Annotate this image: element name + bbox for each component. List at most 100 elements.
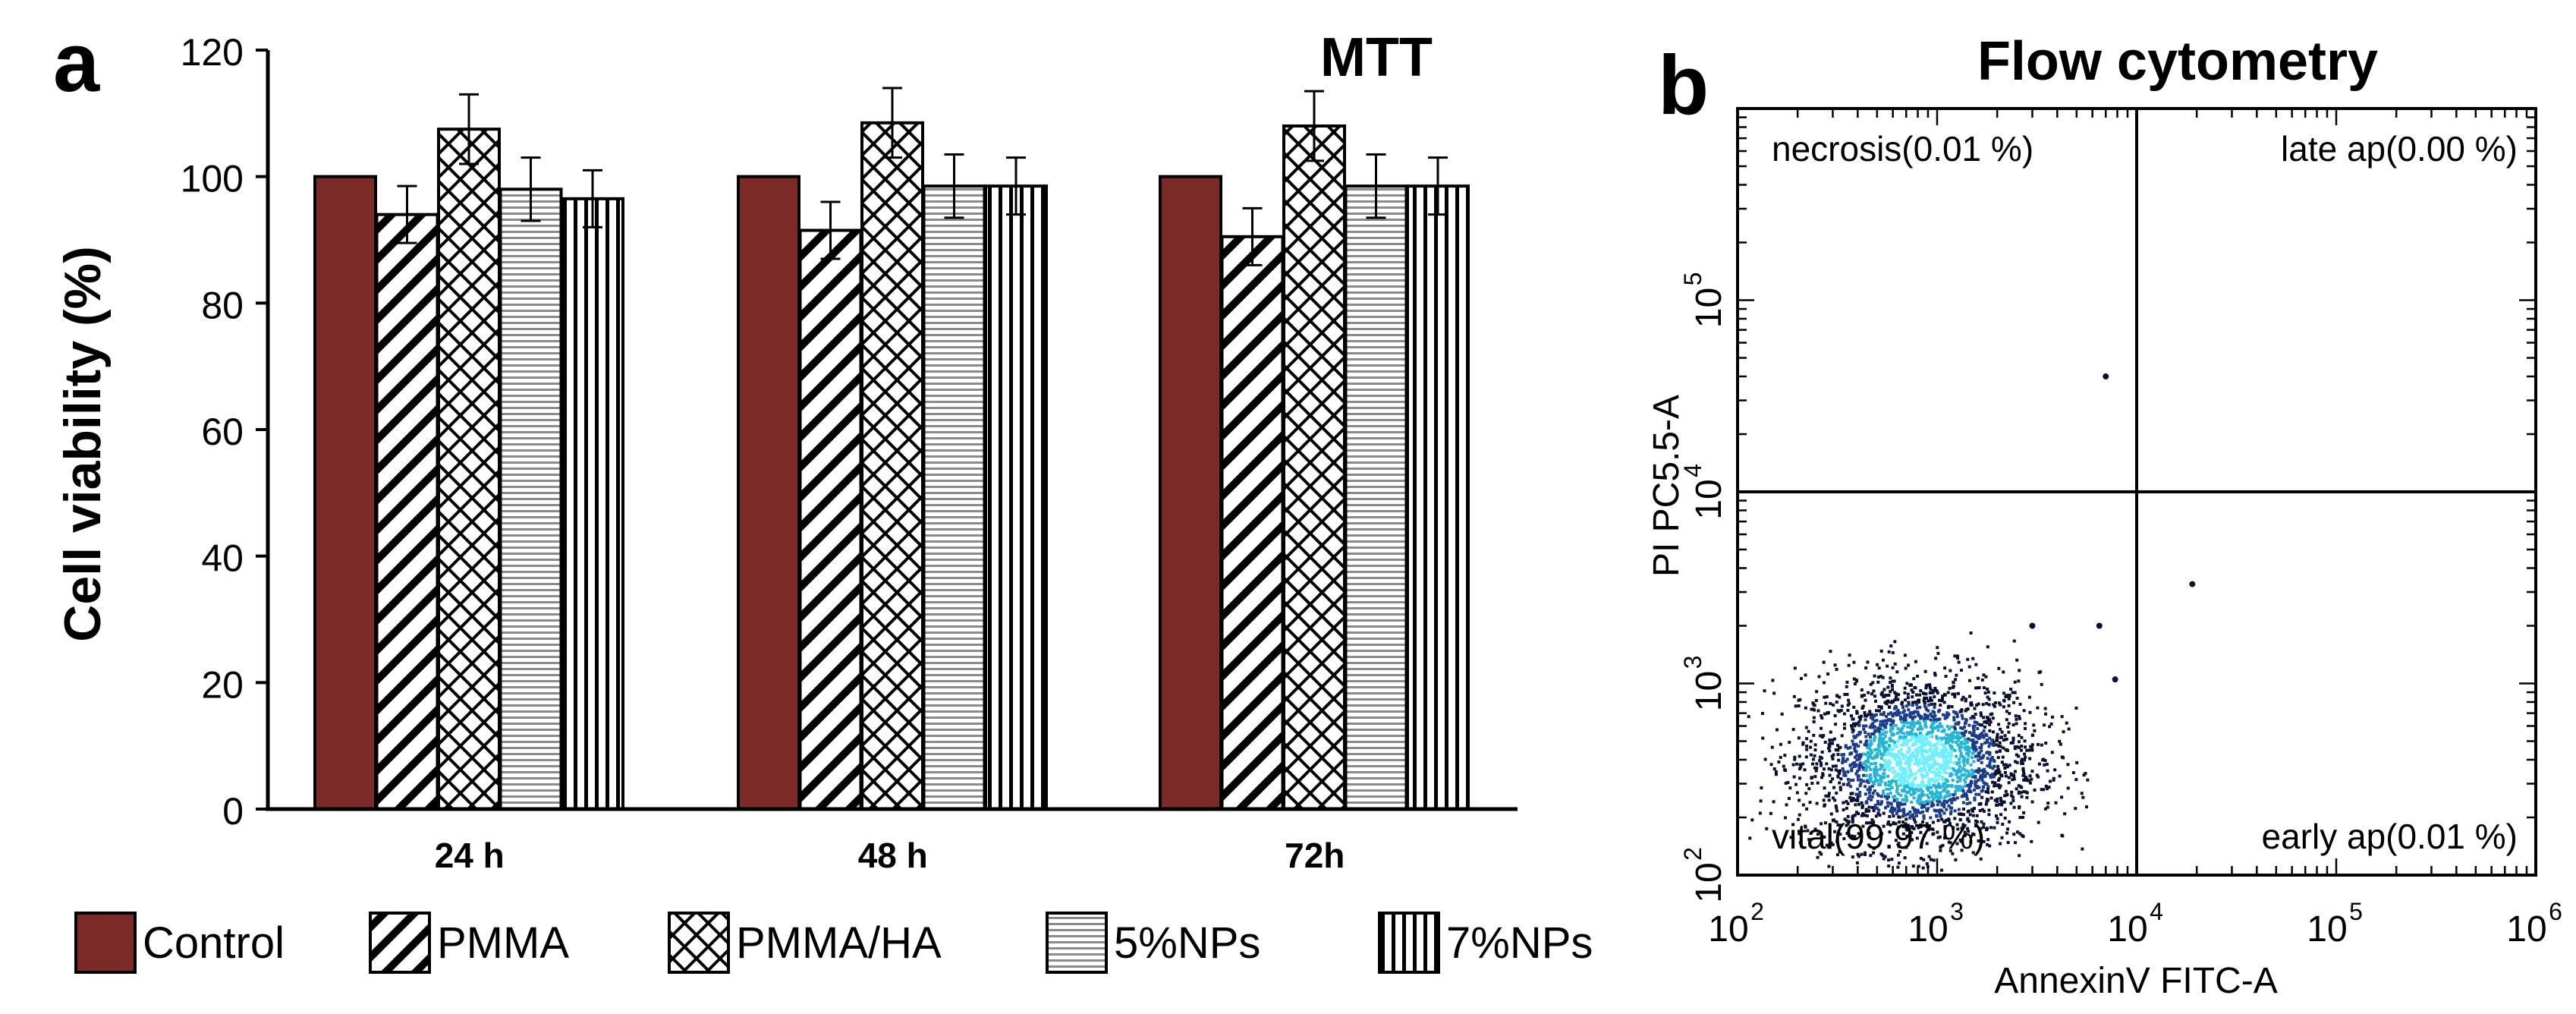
event-dot bbox=[2014, 760, 2018, 764]
event-dot bbox=[1879, 763, 1882, 767]
event-dot bbox=[1860, 688, 1864, 691]
event-dot bbox=[1935, 771, 1939, 775]
event-dot bbox=[1999, 842, 2002, 846]
event-dot bbox=[1936, 791, 1939, 795]
event-dot bbox=[1993, 701, 1997, 704]
event-dot bbox=[1925, 757, 1929, 761]
event-dot bbox=[1917, 746, 1920, 750]
event-dot bbox=[1967, 770, 1971, 774]
event-dot bbox=[1908, 748, 1911, 752]
event-dot bbox=[1977, 751, 1980, 755]
event-dot bbox=[1924, 784, 1928, 788]
event-dot bbox=[1914, 660, 1917, 663]
event-dot bbox=[1897, 693, 1901, 697]
event-dot bbox=[1920, 773, 1924, 776]
event-dot bbox=[1969, 746, 1973, 750]
event-dot bbox=[1900, 717, 1904, 721]
event-dot bbox=[1928, 766, 1932, 770]
event-dot bbox=[1843, 692, 1847, 696]
event-dot bbox=[2007, 730, 2011, 734]
event-dot bbox=[1975, 814, 1979, 817]
event-dot bbox=[1942, 729, 1946, 733]
event-dot bbox=[1842, 801, 1845, 805]
event-dot bbox=[1952, 681, 1955, 685]
event-dot bbox=[1823, 681, 1826, 685]
event-dot bbox=[2002, 801, 2006, 805]
event-dot bbox=[1959, 839, 1963, 843]
quadrant-label-early-apoptosis: early ap(0.01 %) bbox=[2262, 817, 2518, 856]
event-dot bbox=[1958, 779, 1962, 783]
event-dot bbox=[1936, 803, 1939, 807]
event-dot bbox=[1932, 858, 1936, 862]
event-dot bbox=[2015, 722, 2018, 726]
event-dot bbox=[1827, 746, 1831, 750]
event-dot bbox=[1792, 694, 1796, 698]
event-dot bbox=[1883, 795, 1887, 798]
event-dot bbox=[1854, 742, 1858, 746]
event-dot bbox=[1897, 845, 1901, 849]
event-dot bbox=[1988, 718, 1992, 722]
event-dot bbox=[1914, 761, 1918, 765]
event-dot bbox=[1933, 758, 1936, 762]
event-dot bbox=[1974, 713, 1977, 716]
event-dot bbox=[1893, 798, 1897, 802]
event-dot bbox=[1999, 703, 2002, 707]
event-dot bbox=[2054, 801, 2058, 805]
event-dot bbox=[1864, 768, 1868, 772]
event-dot bbox=[1992, 730, 1996, 734]
event-dot bbox=[1823, 821, 1827, 825]
event-dot bbox=[1987, 808, 1991, 812]
event-dot bbox=[1905, 682, 1909, 685]
event-dot bbox=[1933, 686, 1937, 690]
event-dot bbox=[1876, 794, 1880, 798]
event-dot bbox=[1982, 716, 1986, 720]
event-dot bbox=[1863, 851, 1867, 855]
event-dot bbox=[1961, 773, 1965, 777]
event-dot bbox=[1815, 766, 1819, 770]
event-dot bbox=[1940, 748, 1944, 752]
event-dot bbox=[1972, 788, 1976, 792]
event-dot bbox=[1863, 814, 1867, 817]
event-dot bbox=[1881, 753, 1885, 757]
event-dot bbox=[2020, 757, 2024, 761]
event-dot bbox=[1861, 812, 1865, 816]
event-dot bbox=[1796, 817, 1800, 821]
event-dot bbox=[1801, 741, 1805, 745]
event-dot bbox=[1977, 758, 1980, 762]
event-dot bbox=[1911, 825, 1914, 829]
event-dot bbox=[1930, 731, 1933, 735]
event-dot bbox=[1967, 754, 1971, 757]
event-dot bbox=[1909, 793, 1913, 797]
quadrant-label-late-apoptosis: late ap(0.00 %) bbox=[2281, 129, 2518, 168]
event-dot bbox=[1896, 809, 1900, 813]
event-dot bbox=[1867, 760, 1870, 764]
event-dot bbox=[1939, 725, 1943, 729]
event-dot bbox=[1972, 716, 1976, 720]
event-dot bbox=[1866, 751, 1870, 754]
event-dot bbox=[1989, 776, 1993, 779]
event-dot bbox=[2018, 816, 2022, 820]
event-dot bbox=[1799, 677, 1803, 681]
event-dot bbox=[1819, 734, 1823, 738]
event-dot bbox=[1956, 787, 1960, 791]
event-dot bbox=[1877, 666, 1881, 670]
event-dot bbox=[1867, 713, 1870, 716]
event-dot bbox=[1904, 822, 1908, 826]
event-dot bbox=[1919, 788, 1923, 792]
event-dot bbox=[1918, 693, 1922, 697]
event-dot bbox=[1972, 760, 1976, 764]
event-dot bbox=[1874, 777, 1878, 781]
event-dot bbox=[2022, 709, 2026, 713]
event-dot bbox=[1913, 715, 1917, 719]
event-dot bbox=[1900, 773, 1904, 777]
event-dot bbox=[1787, 797, 1791, 801]
event-dot bbox=[1798, 754, 1801, 758]
event-dot bbox=[1868, 726, 1872, 729]
event-dot bbox=[2043, 763, 2046, 767]
event-dot bbox=[1961, 789, 1965, 793]
event-dot bbox=[2002, 699, 2006, 703]
event-dot bbox=[1887, 864, 1891, 868]
event-dot bbox=[1926, 802, 1930, 806]
event-dot bbox=[1823, 712, 1826, 716]
event-dot bbox=[1921, 760, 1925, 764]
